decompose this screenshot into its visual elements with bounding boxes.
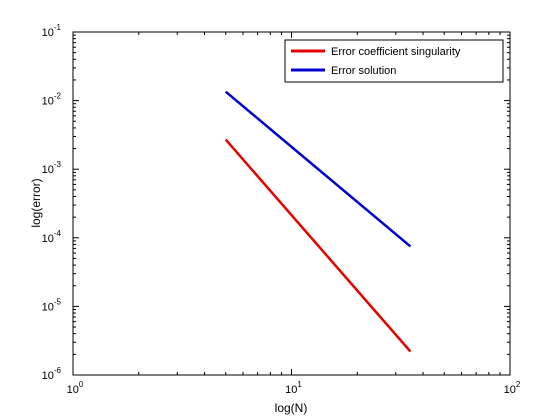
legend-label-coefficient: Error coefficient singularity [331,46,461,58]
y-tick-label: 10-5 [42,297,62,313]
y-tick-label: 10-4 [42,229,62,245]
x-axis-label: log(N) [275,401,308,415]
y-tick-label: 10-1 [42,23,62,39]
series-layer [224,90,412,353]
y-tick-label: 10-3 [42,160,62,176]
series-line-solution [224,90,412,248]
y-axis-label: log(error) [29,178,43,227]
plot-frame [72,31,511,376]
x-tick-label: 100 [67,380,84,396]
y-tick-label: 10-2 [42,92,62,108]
legend-label-solution: Error solution [331,65,396,77]
legend: Error coefficient singularity Error solu… [284,39,504,83]
legend-box [284,39,504,83]
x-tick-label: 101 [285,380,302,396]
plot-area [73,32,510,375]
x-tick-label: 102 [504,380,521,396]
y-tick-label: 10-6 [42,366,62,382]
series-line-coefficient [224,138,412,353]
